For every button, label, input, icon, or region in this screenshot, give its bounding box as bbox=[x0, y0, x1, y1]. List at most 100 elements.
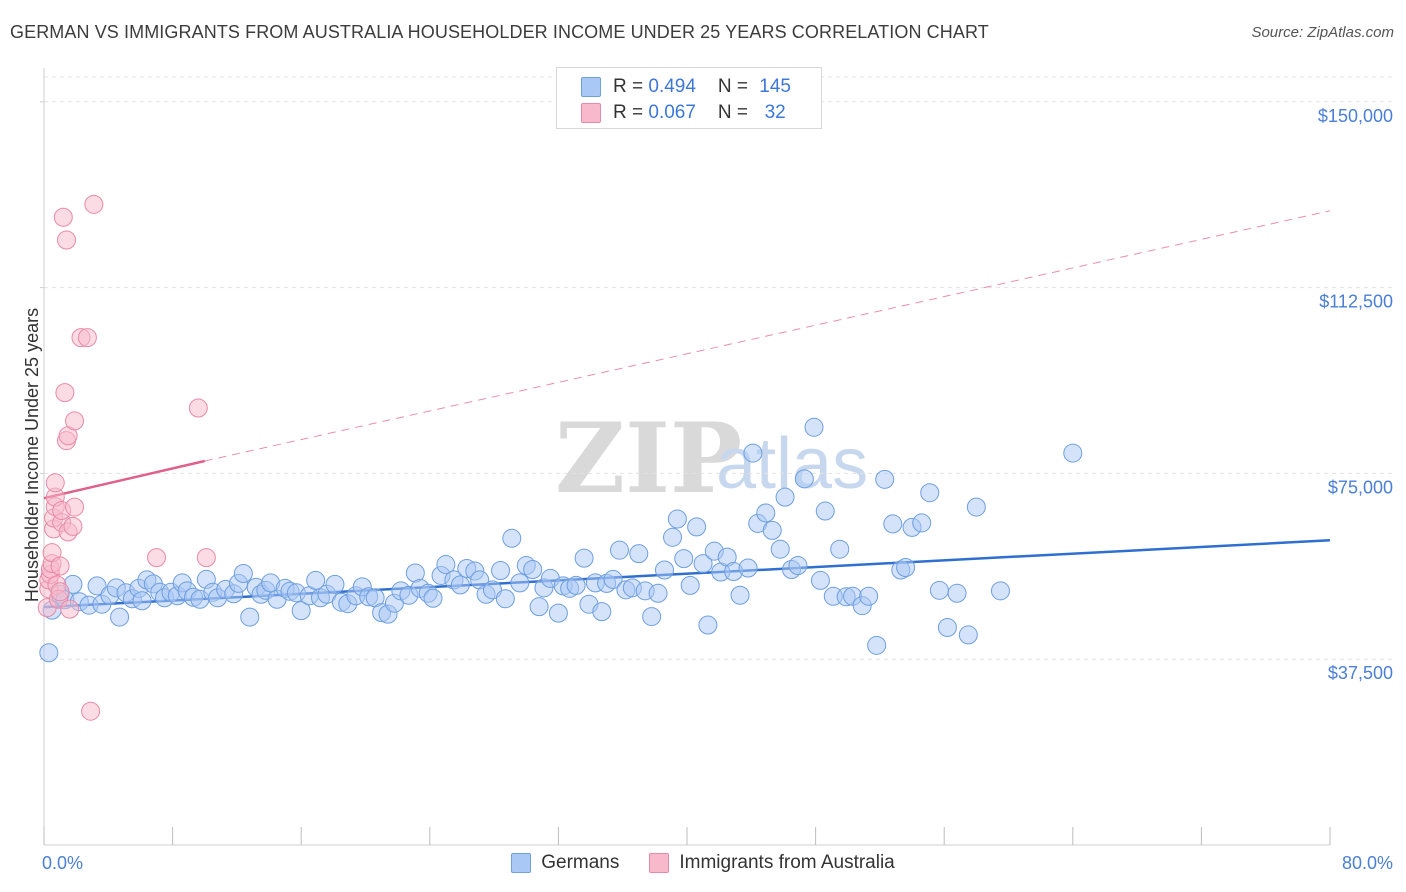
point-germans bbox=[502, 528, 522, 548]
point-germans bbox=[574, 548, 594, 568]
point-germans bbox=[687, 517, 707, 537]
point-germans bbox=[680, 575, 700, 595]
point-germans bbox=[810, 570, 830, 590]
y-tick-label: $112,500 bbox=[1319, 292, 1393, 312]
point-germans bbox=[423, 588, 443, 608]
point-germans bbox=[510, 573, 530, 593]
y-tick-label: $75,000 bbox=[1328, 477, 1393, 497]
point-germans bbox=[756, 503, 776, 523]
point-germans bbox=[794, 469, 814, 489]
point-germans bbox=[132, 591, 152, 611]
series-label-australia: Immigrants from Australia bbox=[679, 852, 895, 873]
legend-swatch-germans bbox=[581, 77, 601, 97]
point-germans bbox=[883, 514, 903, 534]
axis-labels: Householder Income Under 25 years 0.0% 8… bbox=[22, 106, 1393, 873]
legend-n-value: 145 bbox=[759, 76, 791, 97]
point-germans bbox=[947, 583, 967, 603]
point-germans bbox=[990, 581, 1010, 601]
point-germans bbox=[523, 560, 543, 580]
x-tick-label-left: 0.0% bbox=[42, 853, 83, 873]
point-germans bbox=[966, 497, 986, 517]
point-germans bbox=[450, 575, 470, 595]
watermark-zip: ZIP bbox=[555, 402, 742, 515]
point-germans bbox=[804, 417, 824, 437]
point-germans bbox=[436, 555, 456, 575]
point-australia bbox=[77, 328, 97, 348]
source-note: Source: ZipAtlas.com bbox=[1251, 24, 1394, 41]
point-germans bbox=[730, 585, 750, 605]
point-australia bbox=[60, 599, 80, 619]
point-germans bbox=[920, 483, 940, 503]
series-legend-germans[interactable]: Germans bbox=[511, 852, 619, 874]
trend-line-australia bbox=[43, 459, 206, 500]
series-label-germans: Germans bbox=[541, 852, 620, 873]
point-australia bbox=[53, 207, 73, 227]
point-germans bbox=[491, 561, 511, 581]
legend-row-germans: R = 0.494 N = 145 bbox=[581, 75, 791, 99]
point-germans bbox=[859, 586, 879, 606]
point-australia bbox=[63, 516, 83, 536]
point-australia bbox=[50, 582, 70, 602]
point-germans bbox=[291, 601, 311, 621]
point-australia bbox=[45, 473, 65, 493]
point-germans bbox=[743, 443, 763, 463]
legend-n-label: N = bbox=[717, 102, 754, 123]
trend-line-dashed-australia bbox=[204, 210, 1331, 462]
point-australia bbox=[55, 383, 75, 403]
point-germans bbox=[1063, 443, 1083, 463]
point-germans bbox=[592, 602, 612, 622]
point-germans bbox=[815, 501, 835, 521]
point-germans bbox=[240, 607, 260, 627]
point-germans bbox=[912, 513, 932, 533]
point-germans bbox=[958, 625, 978, 645]
point-australia bbox=[65, 411, 85, 431]
point-germans bbox=[642, 607, 662, 627]
point-germans bbox=[548, 603, 568, 623]
y-axis-label: Householder Income Under 25 years bbox=[22, 308, 42, 602]
series-swatch-australia bbox=[649, 853, 670, 873]
point-australia bbox=[81, 701, 101, 721]
point-germans bbox=[693, 554, 713, 574]
data-points bbox=[37, 194, 1083, 721]
series-legend-australia[interactable]: Immigrants from Australia bbox=[649, 852, 895, 874]
point-germans bbox=[738, 558, 758, 578]
legend-row-australia: R = 0.067 N = 32 bbox=[581, 101, 786, 125]
point-germans bbox=[629, 544, 649, 564]
point-germans bbox=[654, 560, 674, 580]
point-germans bbox=[770, 539, 790, 559]
legend-swatch-australia bbox=[581, 103, 601, 123]
point-germans bbox=[788, 556, 808, 576]
point-australia bbox=[50, 556, 70, 576]
point-australia bbox=[57, 230, 77, 250]
point-germans bbox=[325, 574, 345, 594]
point-germans bbox=[495, 589, 515, 609]
point-germans bbox=[39, 643, 59, 663]
point-germans bbox=[937, 617, 957, 637]
watermark-atlas: atlas bbox=[716, 424, 868, 504]
point-germans bbox=[87, 576, 107, 596]
series-legend: Germans Immigrants from Australia bbox=[0, 852, 1406, 874]
point-australia bbox=[65, 497, 85, 517]
x-tick-label-right: 80.0% bbox=[1342, 853, 1393, 873]
point-australia bbox=[188, 398, 208, 418]
legend-r-label: R = bbox=[613, 76, 649, 97]
axes bbox=[40, 68, 1331, 846]
point-germans bbox=[775, 487, 795, 507]
legend-n-value: 32 bbox=[759, 102, 786, 123]
point-germans bbox=[762, 520, 782, 540]
point-germans bbox=[233, 563, 253, 583]
point-germans bbox=[929, 580, 949, 600]
legend-r-value: 0.494 bbox=[648, 76, 696, 97]
series-swatch-germans bbox=[511, 853, 532, 873]
point-germans bbox=[896, 558, 916, 578]
y-tick-label: $150,000 bbox=[1318, 106, 1393, 126]
point-germans bbox=[674, 549, 694, 569]
point-germans bbox=[603, 569, 623, 589]
y-tick-label: $37,500 bbox=[1328, 663, 1393, 683]
point-germans bbox=[609, 540, 629, 560]
point-germans bbox=[566, 575, 586, 595]
watermark: ZIP atlas bbox=[555, 402, 868, 515]
point-australia bbox=[84, 194, 104, 214]
point-germans bbox=[663, 527, 683, 547]
